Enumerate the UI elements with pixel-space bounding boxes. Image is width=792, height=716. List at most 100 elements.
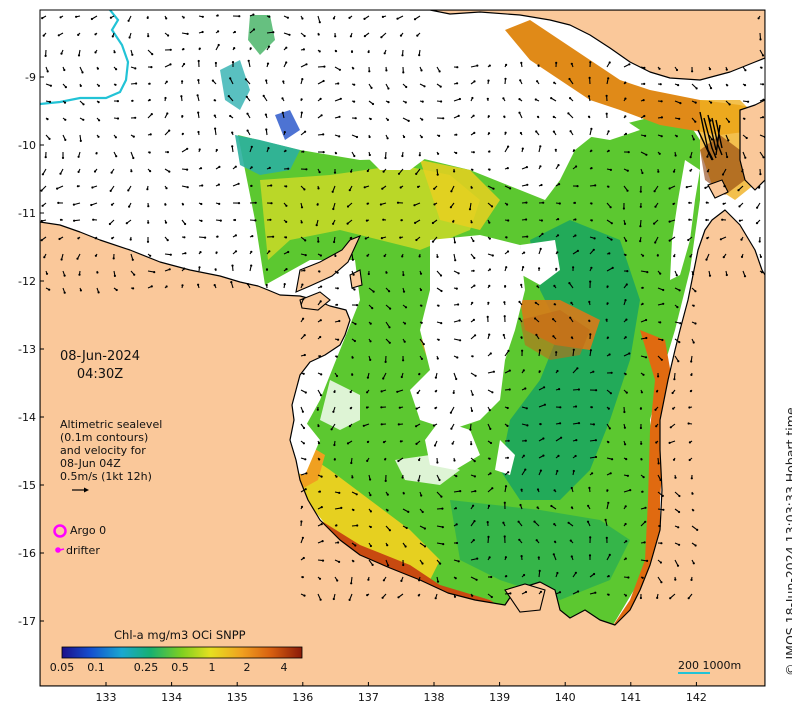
velocity-arrow-head — [455, 377, 458, 381]
velocity-arrow-head — [659, 478, 662, 482]
velocity-arrow-head — [181, 284, 184, 287]
velocity-arrow-head — [489, 352, 492, 355]
velocity-arrow-head — [569, 130, 572, 133]
velocity-arrow-head — [305, 63, 308, 66]
velocity-arrow-head — [267, 147, 270, 150]
velocity-arrow-head — [472, 151, 475, 154]
velocity-arrow-head — [624, 557, 627, 560]
velocity-arrow-head — [337, 338, 340, 341]
velocity-arrow-head — [640, 391, 644, 394]
velocity-arrow-head — [459, 339, 462, 342]
velocity-arrow-head — [146, 240, 150, 243]
velocity-arrow-head — [183, 267, 186, 270]
velocity-arrow-head — [368, 70, 371, 73]
velocity-arrow-head — [556, 234, 560, 237]
velocity-arrow-head — [504, 131, 507, 134]
velocity-arrow-head — [319, 319, 322, 322]
velocity-arrow-head — [41, 17, 44, 20]
velocity-arrow-head — [568, 77, 571, 81]
lat-tick-label: -11 — [18, 207, 36, 220]
velocity-arrow-head — [303, 334, 306, 337]
velocity-arrow-head — [519, 503, 522, 507]
velocity-arrow-head — [503, 315, 506, 318]
velocity-arrow-head — [352, 508, 355, 512]
velocity-arrow-head — [756, 206, 759, 209]
velocity-arrow-head — [523, 251, 526, 254]
velocity-arrow-head — [379, 203, 382, 206]
info-line: and velocity for — [60, 444, 146, 457]
velocity-arrow-head — [658, 524, 661, 528]
velocity-arrow-head — [661, 494, 664, 497]
velocity-arrow-head — [760, 271, 764, 274]
velocity-arrow-head — [355, 304, 359, 307]
velocity-arrow-head — [524, 590, 528, 594]
velocity-arrow-head — [234, 234, 237, 237]
velocity-arrow-head — [470, 409, 474, 412]
velocity-arrow-head — [197, 130, 200, 134]
velocity-arrow-head — [423, 545, 427, 548]
velocity-arrow-head — [319, 598, 322, 601]
velocity-arrow-head — [488, 237, 491, 240]
velocity-arrow-head — [110, 203, 114, 206]
velocity-arrow-head — [317, 33, 320, 36]
drifter-tracks — [697, 111, 723, 161]
velocity-arrow-head — [77, 33, 80, 37]
velocity-arrow-head — [334, 254, 337, 257]
velocity-arrow-head — [387, 564, 390, 567]
velocity-arrow-head — [153, 271, 156, 274]
velocity-arrow-head — [522, 266, 525, 269]
velocity-arrow-head — [505, 266, 508, 269]
velocity-arrow-head — [386, 544, 389, 547]
velocity-arrow-head — [588, 76, 591, 79]
velocity-arrow-head — [355, 135, 359, 139]
velocity-arrow-head — [399, 34, 403, 37]
velocity-arrow-head — [610, 238, 613, 241]
velocity-arrow-head — [300, 206, 304, 209]
velocity-arrow-head — [559, 422, 562, 425]
velocity-arrow-head — [575, 165, 578, 168]
velocity-arrow-head — [639, 240, 642, 243]
velocity-arrow-head — [556, 469, 559, 473]
velocity-arrow-head — [609, 392, 613, 395]
colorbar-tick: 0.5 — [171, 661, 189, 674]
velocity-arrow-head — [622, 207, 626, 210]
velocity-arrow-head — [169, 48, 172, 51]
velocity-arrow-head — [400, 219, 403, 222]
velocity-arrow-head — [317, 240, 320, 243]
velocity-arrow-head — [708, 274, 712, 277]
velocity-arrow-head — [197, 111, 200, 114]
velocity-arrow-head — [553, 489, 556, 492]
velocity-arrow-head — [487, 301, 490, 304]
velocity-arrow-head — [536, 115, 540, 118]
velocity-arrow-head — [690, 477, 693, 480]
velocity-arrow-head — [318, 270, 321, 273]
velocity-arrow-head — [738, 205, 741, 208]
velocity-arrow-head — [588, 300, 591, 303]
velocity-arrow-head — [441, 507, 444, 510]
velocity-arrow-head — [44, 54, 47, 58]
velocity-arrow-head — [384, 360, 387, 363]
velocity-arrow-head — [95, 152, 98, 155]
lat-tick-label: -10 — [18, 139, 36, 152]
velocity-arrow-head — [486, 97, 489, 100]
velocity-arrow-head — [64, 86, 67, 89]
velocity-arrow-head — [304, 458, 307, 461]
info-line: 0.5m/s (1kt 12h) — [60, 470, 152, 483]
velocity-arrow-head — [94, 33, 97, 36]
velocity-arrow-head — [301, 17, 304, 20]
velocity-arrow-head — [404, 101, 407, 104]
velocity-arrow-head — [388, 290, 391, 293]
velocity-arrow-head — [570, 62, 573, 65]
velocity-arrow-head — [380, 36, 383, 39]
velocity-arrow-head — [450, 190, 453, 193]
velocity-arrow-head — [457, 114, 460, 117]
velocity-arrow-head — [641, 302, 644, 305]
velocity-arrow-head — [284, 236, 288, 239]
velocity-arrow-head — [487, 79, 490, 82]
velocity-arrow-head — [166, 239, 169, 242]
velocity-arrow-head — [590, 406, 593, 409]
velocity-arrow-head — [181, 203, 185, 206]
velocity-arrow-head — [654, 205, 657, 208]
velocity-arrow-head — [642, 373, 645, 376]
velocity-arrow-head — [201, 184, 204, 187]
